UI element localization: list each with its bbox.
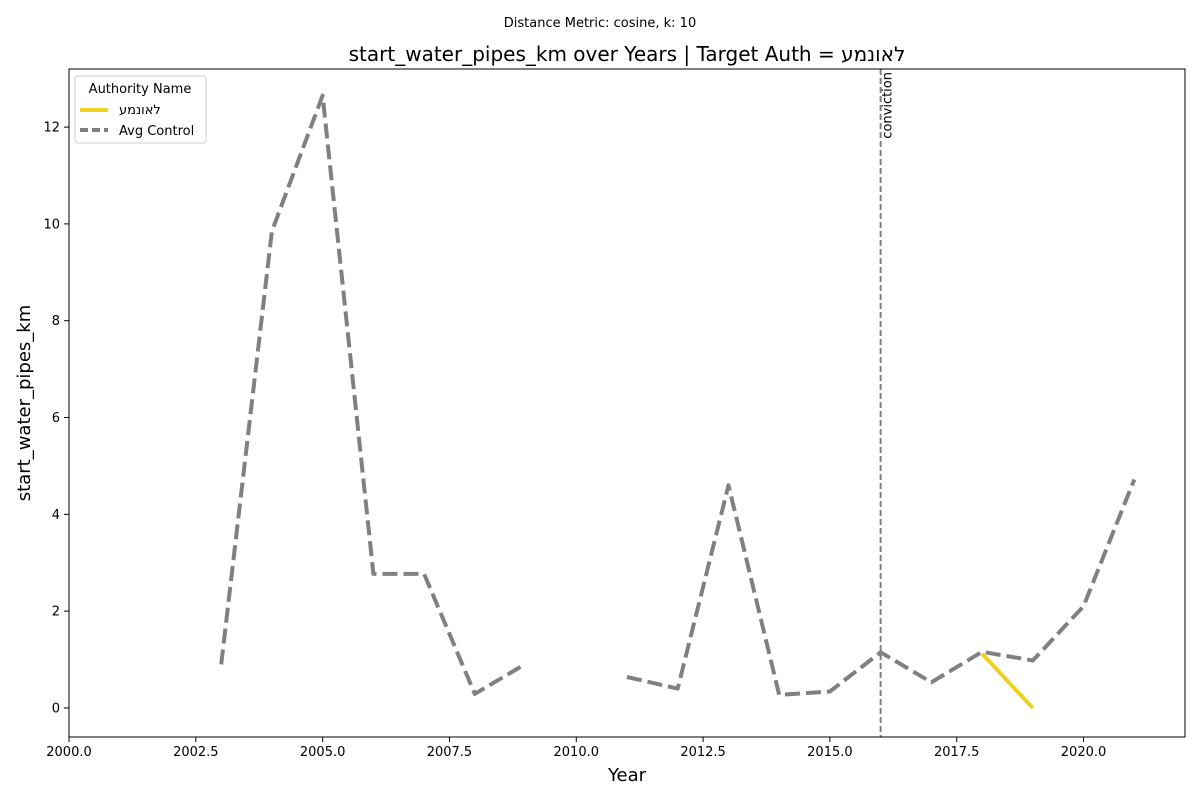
y-tick-label: 4: [52, 508, 60, 523]
x-tick-label: 2017.5: [934, 745, 980, 760]
x-axis-label: Year: [607, 765, 647, 786]
x-tick-label: 2010.0: [554, 745, 600, 760]
series-line-avg-control: [219, 93, 527, 696]
legend-entry-target: לאונמע: [119, 103, 161, 118]
legend: Authority Name לאונמע Avg Control: [74, 75, 207, 144]
plot-area: conviction: [219, 69, 1137, 737]
x-axis: 2000.0 2002.5 2005.0 2007.5 2010.0 2012.5 2015…: [46, 737, 1106, 760]
x-tick-label: 2005.0: [300, 745, 346, 760]
legend-title: Authority Name: [89, 82, 192, 97]
legend-entry-avg-control: Avg Control: [119, 124, 194, 139]
y-tick-label: 12: [43, 121, 60, 136]
series-line-avg-control: [626, 478, 1137, 697]
legend-box: [74, 75, 207, 144]
x-tick-label: 2012.5: [680, 745, 726, 760]
chart-suptitle: Distance Metric: cosine, k: 10: [504, 16, 696, 31]
y-tick-label: 8: [52, 314, 60, 329]
x-tick-label: 2002.5: [173, 745, 219, 760]
y-axis-label: start_water_pipes_km: [14, 305, 35, 501]
y-tick-label: 2: [52, 605, 60, 620]
y-tick-label: 10: [43, 217, 60, 232]
y-axis: 0 2 4 6 8 10 12: [43, 121, 69, 716]
x-tick-label: 2000.0: [46, 745, 92, 760]
series-line-target: [980, 652, 1035, 710]
conviction-label: conviction: [881, 72, 896, 139]
y-tick-label: 0: [52, 701, 60, 716]
x-tick-label: 2020.0: [1061, 745, 1107, 760]
x-tick-label: 2015.0: [807, 745, 853, 760]
chart-title: start_water_pipes_km over Years | Target…: [349, 42, 906, 66]
axes-frame: [68, 68, 1186, 738]
x-tick-label: 2007.5: [427, 745, 473, 760]
y-tick-label: 6: [52, 411, 60, 426]
